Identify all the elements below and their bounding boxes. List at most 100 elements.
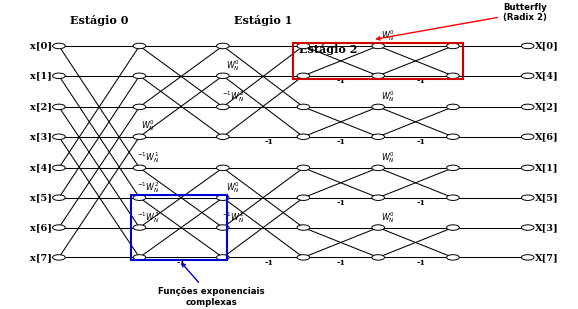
Text: -1: -1 xyxy=(177,259,186,267)
Text: x[5]: x[5] xyxy=(30,193,52,202)
Text: $W_N^0$: $W_N^0$ xyxy=(381,90,395,104)
Circle shape xyxy=(217,195,229,201)
Circle shape xyxy=(521,225,534,230)
Circle shape xyxy=(372,165,384,171)
Circle shape xyxy=(447,165,460,171)
Text: $^{-1}W_N^3$: $^{-1}W_N^3$ xyxy=(136,210,159,225)
Circle shape xyxy=(133,195,146,201)
Circle shape xyxy=(53,104,65,110)
Circle shape xyxy=(297,195,310,201)
Circle shape xyxy=(217,104,229,110)
Text: $^{-1}W_N^2$: $^{-1}W_N^2$ xyxy=(136,180,159,195)
Circle shape xyxy=(133,255,146,260)
Bar xyxy=(131,195,227,260)
Circle shape xyxy=(447,195,460,201)
Circle shape xyxy=(53,255,65,260)
Text: x[7]: x[7] xyxy=(30,253,52,262)
Text: X[4]: X[4] xyxy=(535,71,558,80)
Circle shape xyxy=(372,104,384,110)
Circle shape xyxy=(521,104,534,110)
Circle shape xyxy=(217,43,229,49)
Circle shape xyxy=(297,225,310,230)
Text: $W_N^0$: $W_N^0$ xyxy=(381,150,395,165)
Text: -1: -1 xyxy=(417,138,426,146)
Text: Estágio 1: Estágio 1 xyxy=(234,15,292,26)
Circle shape xyxy=(521,73,534,78)
Text: $W_N^0$: $W_N^0$ xyxy=(381,28,395,44)
Bar xyxy=(293,43,464,79)
Text: x[1]: x[1] xyxy=(30,71,52,80)
Circle shape xyxy=(521,43,534,49)
Text: -1: -1 xyxy=(264,259,273,267)
Circle shape xyxy=(447,43,460,49)
Circle shape xyxy=(521,195,534,201)
Circle shape xyxy=(297,255,310,260)
Circle shape xyxy=(521,255,534,260)
Text: Estágio 2: Estágio 2 xyxy=(299,44,357,55)
Text: -1: -1 xyxy=(417,199,426,207)
Circle shape xyxy=(297,134,310,139)
Circle shape xyxy=(133,73,146,78)
Text: $^{-1}W_N^2$: $^{-1}W_N^2$ xyxy=(222,90,244,104)
Text: x[0]: x[0] xyxy=(30,41,52,50)
Circle shape xyxy=(521,165,534,171)
Text: -1: -1 xyxy=(336,199,345,207)
Circle shape xyxy=(372,43,384,49)
Circle shape xyxy=(133,225,146,230)
Circle shape xyxy=(372,255,384,260)
Text: $W_N^0$: $W_N^0$ xyxy=(226,58,240,73)
Circle shape xyxy=(447,73,460,78)
Text: -1: -1 xyxy=(417,259,426,267)
Circle shape xyxy=(53,43,65,49)
Text: x[4]: x[4] xyxy=(30,163,52,172)
Text: X[0]: X[0] xyxy=(535,41,558,50)
Circle shape xyxy=(53,73,65,78)
Circle shape xyxy=(447,134,460,139)
Circle shape xyxy=(447,255,460,260)
Text: -1: -1 xyxy=(264,138,273,146)
Circle shape xyxy=(521,134,534,139)
Circle shape xyxy=(133,43,146,49)
Circle shape xyxy=(217,255,229,260)
Text: X[7]: X[7] xyxy=(535,253,558,262)
Circle shape xyxy=(133,134,146,139)
Text: X[2]: X[2] xyxy=(535,102,558,112)
Circle shape xyxy=(372,195,384,201)
Text: X[3]: X[3] xyxy=(535,223,558,232)
Circle shape xyxy=(217,73,229,78)
Text: $W_N^0$: $W_N^0$ xyxy=(226,180,240,195)
Text: X[6]: X[6] xyxy=(535,132,558,141)
Circle shape xyxy=(447,225,460,230)
Text: -1: -1 xyxy=(336,259,345,267)
Circle shape xyxy=(372,225,384,230)
Circle shape xyxy=(297,43,310,49)
Circle shape xyxy=(217,225,229,230)
Text: $^{-1}W_N^1$: $^{-1}W_N^1$ xyxy=(136,150,159,165)
Circle shape xyxy=(53,195,65,201)
Text: $W_N^0$: $W_N^0$ xyxy=(141,118,155,133)
Circle shape xyxy=(447,104,460,110)
Text: Estágio 0: Estágio 0 xyxy=(70,15,128,26)
Circle shape xyxy=(133,165,146,171)
Circle shape xyxy=(53,225,65,230)
Circle shape xyxy=(133,104,146,110)
Circle shape xyxy=(217,134,229,139)
Circle shape xyxy=(297,73,310,78)
Text: X[5]: X[5] xyxy=(535,193,558,202)
Circle shape xyxy=(53,134,65,139)
Text: $^{-1}W_N^2$: $^{-1}W_N^2$ xyxy=(222,210,244,225)
Text: x[6]: x[6] xyxy=(30,223,52,232)
Text: Funções exponenciais
complexas: Funções exponenciais complexas xyxy=(158,263,265,307)
Circle shape xyxy=(372,134,384,139)
Text: $W_N^0$: $W_N^0$ xyxy=(381,210,395,225)
Text: X[1]: X[1] xyxy=(535,163,558,172)
Circle shape xyxy=(297,165,310,171)
Text: x[3]: x[3] xyxy=(30,132,52,141)
Circle shape xyxy=(372,73,384,78)
Circle shape xyxy=(53,165,65,171)
Text: -1: -1 xyxy=(336,77,345,85)
Circle shape xyxy=(297,104,310,110)
Text: -1: -1 xyxy=(417,77,426,85)
Text: Butterfly
(Radix 2): Butterfly (Radix 2) xyxy=(377,3,547,40)
Circle shape xyxy=(217,165,229,171)
